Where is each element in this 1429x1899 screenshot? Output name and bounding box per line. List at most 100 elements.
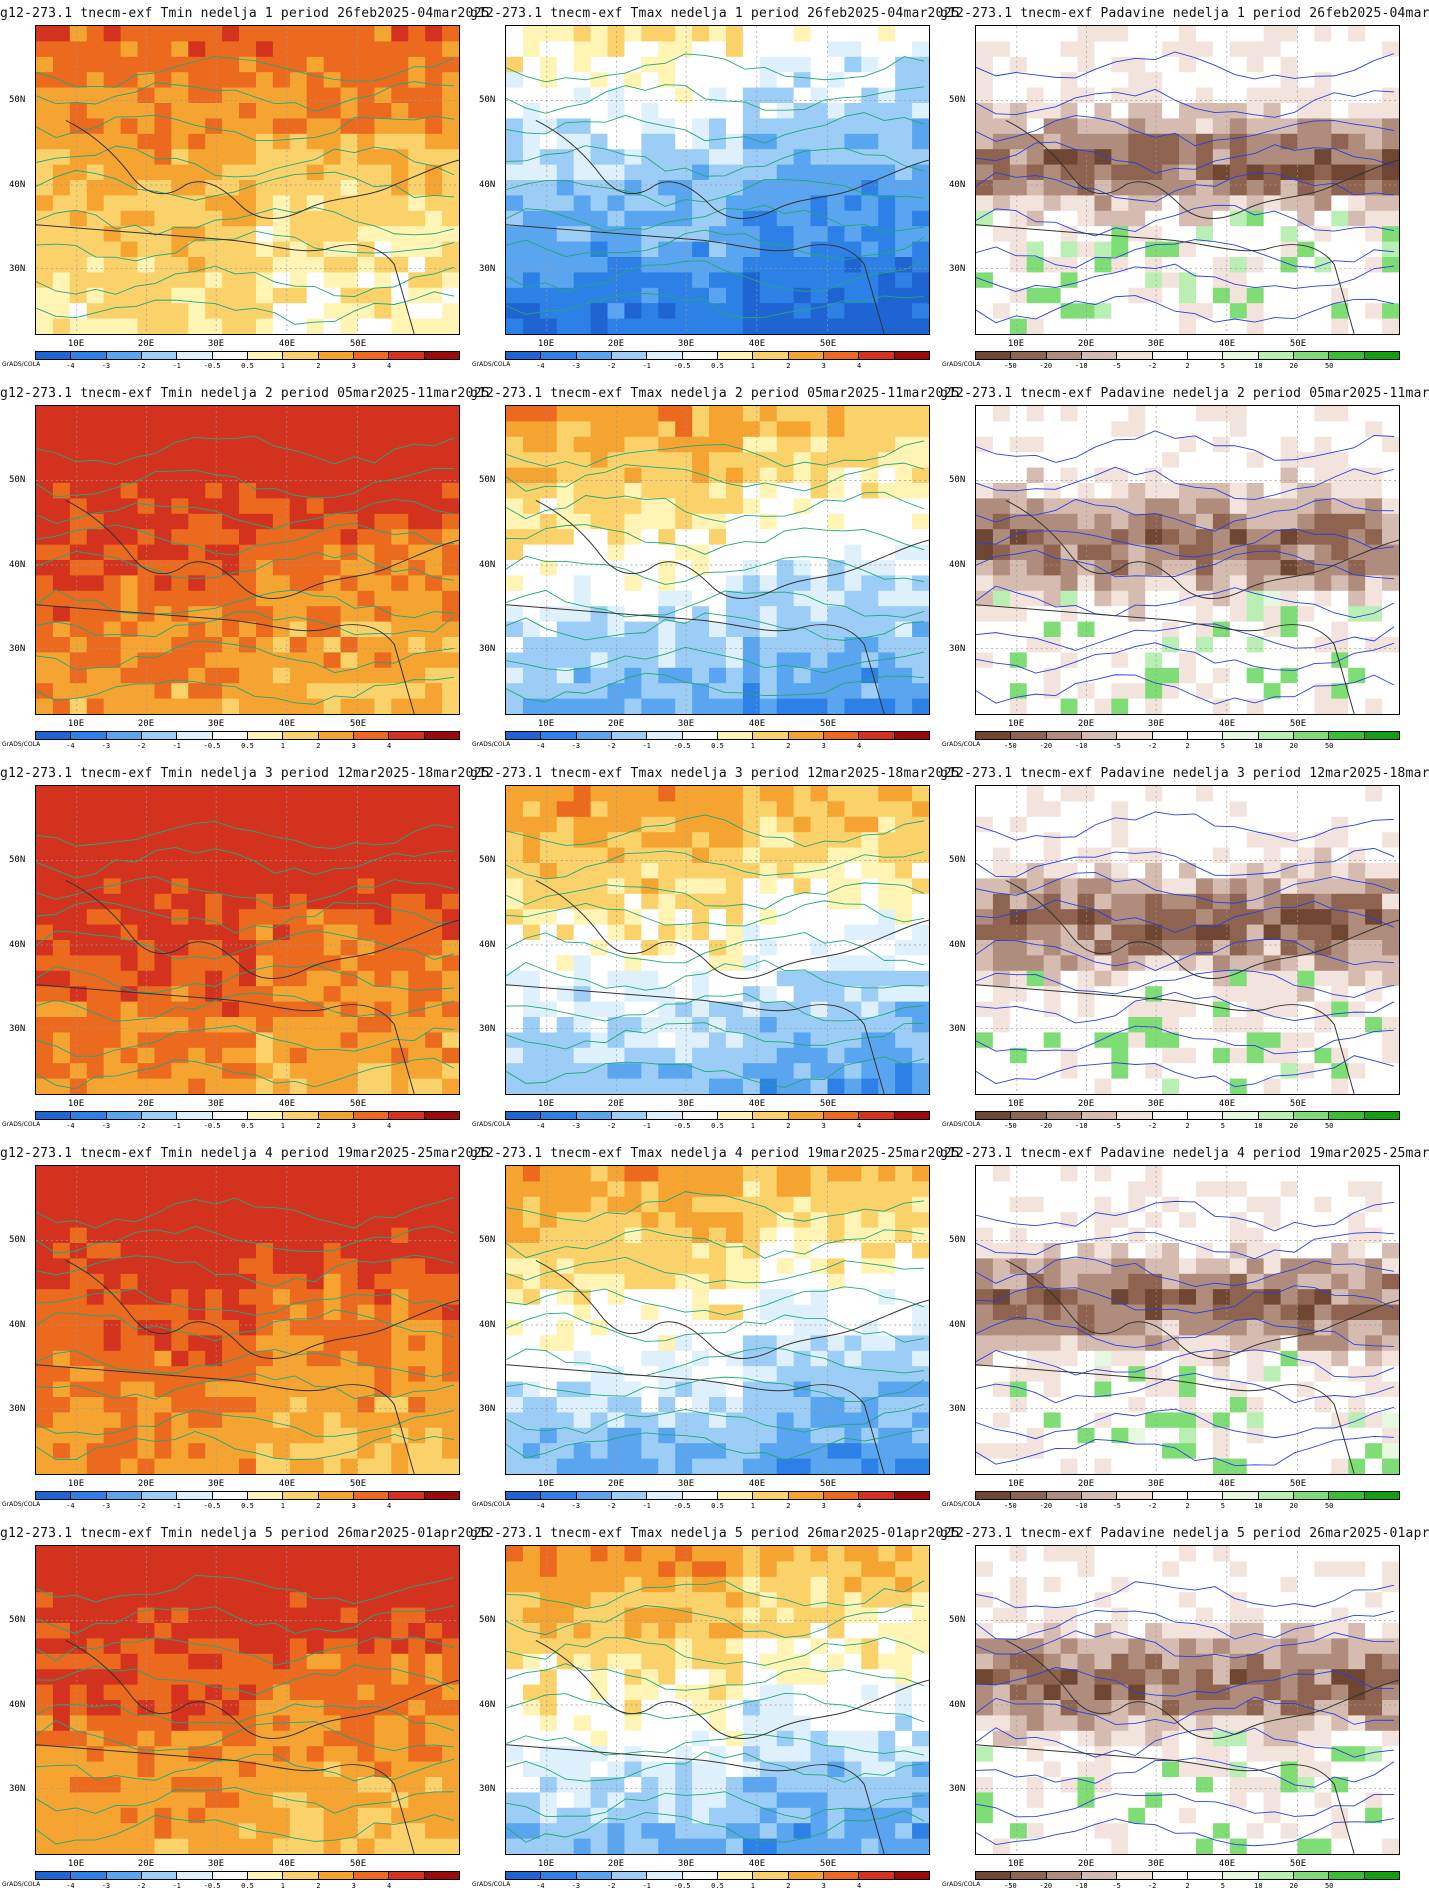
color-scale-swatch xyxy=(1188,732,1223,739)
map-field xyxy=(506,26,929,334)
color-scale-tick: 2 xyxy=(786,742,790,750)
color-scale-swatch xyxy=(36,1492,71,1499)
color-scale-swatch xyxy=(895,1112,929,1119)
panel-title: g12-273.1 tnecm-exf Tmin nedelja 2 perio… xyxy=(0,386,470,401)
map-field xyxy=(506,1546,929,1854)
longitude-label: 10E xyxy=(68,1479,84,1489)
color-scale-swatch xyxy=(541,1112,576,1119)
color-scale-tick: -1 xyxy=(642,362,650,370)
longitude-label: 10E xyxy=(1008,1479,1024,1489)
map-panel-prec: g12-273.1 tnecm-exf Padavine nedelja 1 p… xyxy=(940,0,1410,379)
color-scale-tick: -0.5 xyxy=(204,1122,221,1130)
latitude-label: 50N xyxy=(949,855,965,865)
longitude-label: 30E xyxy=(208,1099,224,1109)
latitude-label: 30N xyxy=(9,1024,25,1034)
color-scale-tick: -3 xyxy=(572,742,580,750)
color-scale-tick: 1 xyxy=(281,362,285,370)
color-scale-tick: -20 xyxy=(1040,1122,1053,1130)
color-scale-bar xyxy=(505,1871,930,1880)
map-area xyxy=(35,25,460,335)
color-scale-tick: -3 xyxy=(102,1882,110,1890)
color-scale-swatch xyxy=(753,352,788,359)
longitude-label: 50E xyxy=(820,339,836,349)
color-scale-swatch xyxy=(389,1492,424,1499)
longitude-label: 20E xyxy=(1078,719,1094,729)
color-scale-tick: 50 xyxy=(1325,1882,1333,1890)
color-scale-tick: 0.5 xyxy=(241,1122,254,1130)
color-scale-swatch xyxy=(1047,732,1082,739)
grads-brand-label: GrADS/COLA xyxy=(942,361,980,368)
map-area xyxy=(35,1545,460,1855)
panel-title: g12-273.1 tnecm-exf Tmax nedelja 5 perio… xyxy=(470,1526,940,1541)
color-scale-swatch xyxy=(612,1112,647,1119)
color-scale-swatch xyxy=(506,1112,541,1119)
color-scale-swatch xyxy=(541,732,576,739)
longitude-label: 10E xyxy=(68,1099,84,1109)
longitude-label: 10E xyxy=(1008,339,1024,349)
color-scale-tick: -4 xyxy=(536,742,544,750)
map-field xyxy=(506,1166,929,1474)
map-area xyxy=(505,785,930,1095)
color-scale-swatch xyxy=(577,1112,612,1119)
longitude-label: 50E xyxy=(1290,1859,1306,1869)
latitude-label: 40N xyxy=(479,1700,495,1710)
latitude-label: 30N xyxy=(9,1404,25,1414)
latitude-label: 30N xyxy=(949,1024,965,1034)
panel-title: g12-273.1 tnecm-exf Padavine nedelja 4 p… xyxy=(940,1146,1410,1161)
color-scale-tick: -0.5 xyxy=(674,742,691,750)
color-scale-swatch xyxy=(71,1872,106,1879)
longitude-label: 30E xyxy=(208,1859,224,1869)
panel-title: g12-273.1 tnecm-exf Tmin nedelja 4 perio… xyxy=(0,1146,470,1161)
color-scale-swatch xyxy=(683,1872,718,1879)
color-scale-swatch xyxy=(177,1112,212,1119)
longitude-label: 10E xyxy=(538,1479,554,1489)
color-scale-swatch xyxy=(107,1112,142,1119)
panel-title: g12-273.1 tnecm-exf Tmin nedelja 5 perio… xyxy=(0,1526,470,1541)
color-scale-swatch xyxy=(859,732,894,739)
color-scale-tick: 4 xyxy=(387,362,391,370)
color-scale-swatch xyxy=(718,1112,753,1119)
color-scale-tick: 3 xyxy=(822,742,826,750)
color-scale-swatch xyxy=(1223,732,1258,739)
color-scale-tick: 2 xyxy=(316,1122,320,1130)
longitude-label: 40E xyxy=(749,1479,765,1489)
longitude-label: 30E xyxy=(1148,1859,1164,1869)
color-scale-tick: -10 xyxy=(1075,1502,1088,1510)
longitude-label: 10E xyxy=(68,339,84,349)
color-scale-swatch xyxy=(612,1872,647,1879)
color-scale-tick: -1 xyxy=(642,1882,650,1890)
color-scale-tick: 10 xyxy=(1254,1122,1262,1130)
color-scale-swatch xyxy=(319,1872,354,1879)
color-scale-swatch xyxy=(425,352,459,359)
map-area xyxy=(505,25,930,335)
color-scale-tick: 2 xyxy=(1185,362,1189,370)
color-scale-swatch xyxy=(1329,352,1364,359)
color-scale-tick: -10 xyxy=(1075,742,1088,750)
color-scale-tick: -5 xyxy=(1112,362,1120,370)
latitude-label: 40N xyxy=(9,180,25,190)
color-scale-tick: 1 xyxy=(281,1502,285,1510)
color-scale-tick: -4 xyxy=(66,742,74,750)
longitude-label: 20E xyxy=(608,1099,624,1109)
color-scale-swatch xyxy=(142,352,177,359)
map-field xyxy=(36,1166,459,1474)
color-scale-swatch xyxy=(248,732,283,739)
latitude-label: 30N xyxy=(949,264,965,274)
color-scale-swatch xyxy=(425,732,459,739)
latitude-label: 50N xyxy=(479,1235,495,1245)
color-scale-tick: -1 xyxy=(172,1502,180,1510)
color-scale-swatch xyxy=(283,1872,318,1879)
color-scale-tick: -4 xyxy=(536,1122,544,1130)
color-scale-tick: -0.5 xyxy=(674,1502,691,1510)
color-scale-swatch xyxy=(895,732,929,739)
color-scale-bar xyxy=(35,731,460,740)
panel-title: g12-273.1 tnecm-exf Tmax nedelja 2 perio… xyxy=(470,386,940,401)
color-scale-swatch xyxy=(1188,1112,1223,1119)
color-scale-tick: 4 xyxy=(387,1882,391,1890)
color-scale-bar xyxy=(975,1111,1400,1120)
color-scale-swatch xyxy=(1011,1112,1046,1119)
color-scale-swatch xyxy=(683,1112,718,1119)
grads-brand-label: GrADS/COLA xyxy=(2,1501,40,1508)
color-scale-tick: -0.5 xyxy=(204,1502,221,1510)
longitude-label: 20E xyxy=(1078,1099,1094,1109)
